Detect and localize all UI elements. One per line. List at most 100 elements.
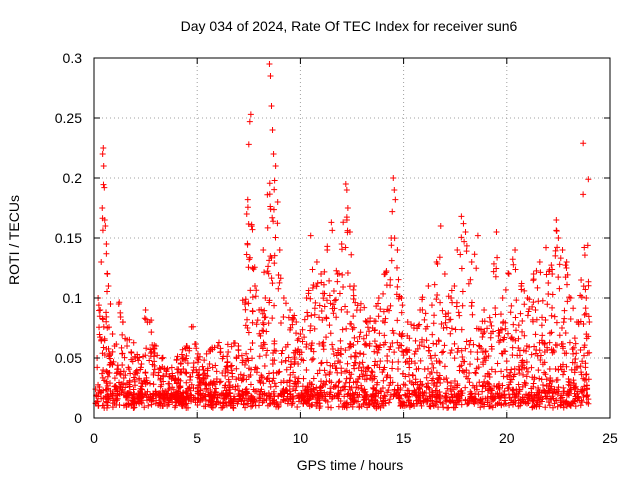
data-point (544, 301, 551, 308)
data-point (259, 391, 266, 398)
data-point (423, 398, 430, 405)
data-point (433, 296, 440, 303)
data-point (414, 400, 421, 407)
data-point (271, 340, 278, 347)
data-point (353, 384, 360, 391)
data-point (391, 187, 398, 193)
data-point (249, 308, 256, 315)
data-point (342, 379, 349, 386)
data-point (534, 284, 541, 291)
data-point (247, 287, 254, 294)
data-point (546, 339, 553, 346)
data-point (316, 314, 323, 321)
data-point (490, 268, 497, 275)
data-point (342, 303, 349, 310)
data-point (510, 373, 517, 380)
data-point (355, 365, 362, 372)
data-point (560, 384, 567, 391)
data-point (286, 388, 293, 395)
data-point (243, 376, 250, 383)
data-point (344, 360, 351, 367)
data-point (265, 390, 272, 397)
data-point (559, 247, 566, 253)
data-point (440, 348, 447, 355)
data-point (412, 376, 419, 383)
data-point (380, 402, 387, 409)
data-point (523, 365, 530, 372)
data-point (403, 348, 410, 355)
data-point (161, 400, 168, 407)
data-point (524, 392, 531, 399)
axis-ticks (93, 57, 611, 419)
data-point (346, 340, 353, 347)
data-point (304, 309, 311, 316)
data-point (201, 370, 208, 377)
data-point (332, 365, 339, 372)
data-point (326, 391, 333, 398)
data-point (485, 380, 492, 387)
data-point (423, 384, 430, 391)
data-point (515, 335, 522, 342)
data-point (118, 380, 125, 387)
data-point (516, 347, 523, 354)
data-point (309, 340, 316, 347)
data-point (343, 187, 350, 193)
data-point (476, 379, 483, 386)
data-point (455, 345, 462, 352)
data-point (142, 352, 149, 359)
data-point (95, 302, 102, 309)
data-point (183, 393, 190, 400)
data-point (453, 392, 460, 399)
data-point (327, 385, 334, 392)
data-point (111, 375, 118, 382)
data-point (488, 366, 495, 373)
data-point (416, 342, 423, 349)
data-point (380, 377, 387, 384)
data-point (386, 399, 393, 406)
data-point (271, 260, 278, 267)
data-point (263, 352, 270, 359)
data-point (277, 275, 284, 282)
data-point (409, 391, 416, 398)
data-point (199, 363, 206, 370)
data-point (356, 360, 363, 367)
data-point (539, 382, 546, 389)
data-point (287, 307, 294, 313)
data-point (265, 270, 272, 277)
data-point (179, 403, 186, 410)
data-point (271, 186, 278, 193)
data-point (453, 401, 460, 408)
data-point (487, 385, 494, 392)
data-point (369, 369, 376, 376)
data-point (553, 397, 560, 404)
data-point (430, 364, 437, 371)
data-point (280, 397, 287, 404)
data-point (543, 244, 550, 251)
data-point (268, 275, 275, 282)
data-point (359, 359, 366, 366)
data-point (507, 309, 514, 316)
data-point (510, 386, 517, 393)
data-point (183, 370, 190, 377)
data-point (428, 377, 435, 384)
data-point (371, 373, 378, 380)
data-point (578, 277, 585, 283)
data-point (453, 303, 460, 310)
data-point (331, 297, 338, 304)
data-point (196, 353, 203, 360)
data-point (347, 401, 354, 408)
data-point (187, 398, 194, 405)
data-point (244, 204, 251, 211)
data-point (343, 325, 350, 332)
data-point (99, 151, 106, 157)
data-point (266, 401, 273, 408)
data-point (195, 372, 202, 379)
data-point (307, 295, 314, 302)
data-point (229, 384, 236, 391)
data-point (271, 177, 278, 184)
data-point (379, 369, 386, 376)
data-point (397, 387, 404, 394)
data-point (375, 344, 382, 351)
data-point (301, 316, 308, 323)
data-point (128, 401, 135, 408)
